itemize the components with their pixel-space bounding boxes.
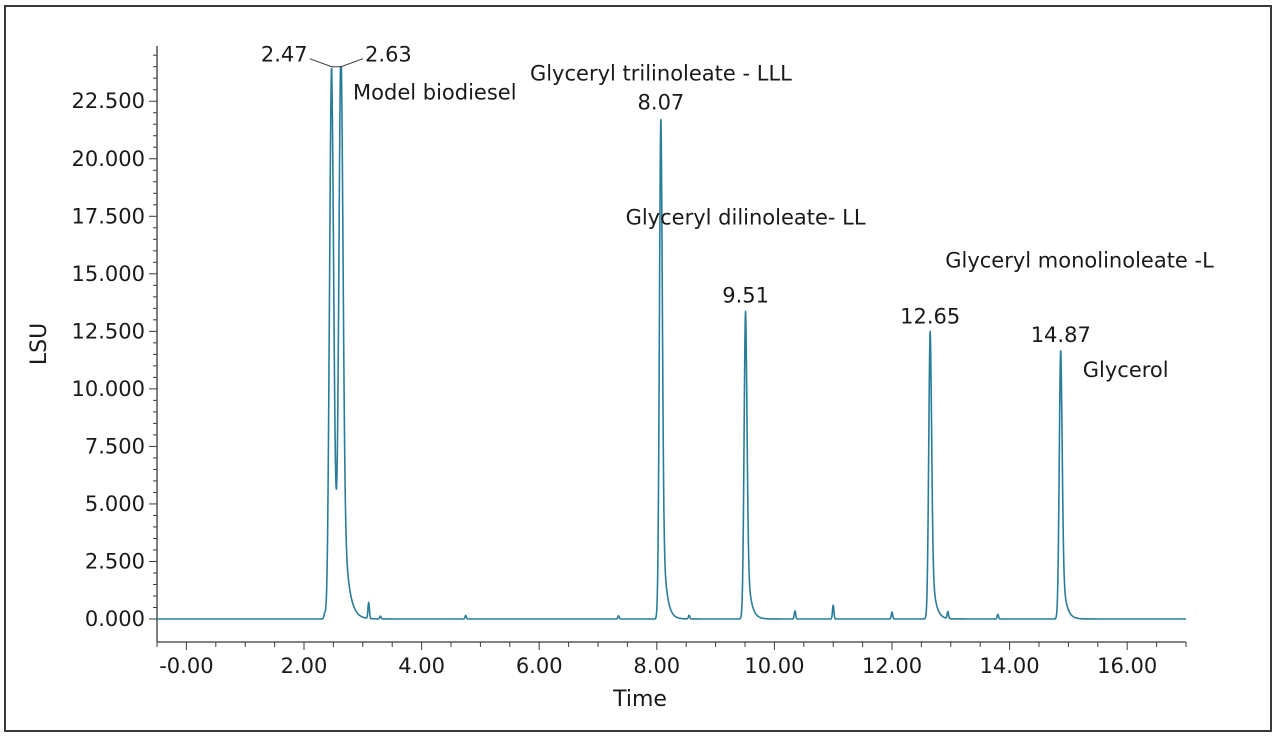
y-tick-label: 7.500 <box>85 434 145 458</box>
compound-annotation: Glyceryl dilinoleate- LL <box>626 206 866 230</box>
compound-annotation: Model biodiesel <box>353 81 517 105</box>
x-tick-label: 2.00 <box>281 654 328 678</box>
x-tick-label: 16.00 <box>1097 654 1157 678</box>
y-tick-label: 0.000 <box>85 607 145 631</box>
x-axis-title: Time <box>612 687 667 712</box>
x-tick-label: 10.00 <box>744 654 804 678</box>
peak-label-14.87: 14.87 <box>1031 323 1091 347</box>
x-tick-label: 14.00 <box>980 654 1040 678</box>
x-axis: -0.00 2.00 4.00 6.00 8.00 10.00 12.00 14.00 16.0… <box>156 641 1187 678</box>
y-tick-label: 17.500 <box>72 204 145 228</box>
peak-bracket <box>309 58 364 68</box>
x-tick-label: 8.00 <box>633 654 680 678</box>
peak-label-12.65: 12.65 <box>900 304 960 328</box>
peak-labels: 2.47 2.63 8.07 9.51 12.65 14.87 Model biodiese… <box>261 43 1214 382</box>
y-tick-label: 5.000 <box>85 492 145 516</box>
x-tick-label: 4.00 <box>398 654 445 678</box>
peak-label-8.07: 8.07 <box>638 90 685 114</box>
y-axis-title: LSU <box>27 323 52 365</box>
y-tick-label: 12.500 <box>72 319 145 343</box>
y-tick-label: 22.500 <box>72 89 145 113</box>
x-tick-label: -0.00 <box>159 654 213 678</box>
compound-annotation: Glycerol <box>1083 358 1169 382</box>
chromatogram-trace <box>156 65 1187 620</box>
x-tick-label: 12.00 <box>862 654 922 678</box>
y-tick-label: 10.000 <box>72 377 145 401</box>
y-axis: 0.000 2.500 5.000 7.500 10.000 12.500 15.000 17… <box>72 46 158 642</box>
peak-label-2.63: 2.63 <box>365 43 412 67</box>
peak-label-9.51: 9.51 <box>722 284 769 308</box>
y-tick-label: 15.000 <box>72 262 145 286</box>
compound-annotation: Glyceryl trilinoleate - LLL <box>530 61 792 85</box>
peak-label-2.47: 2.47 <box>261 43 308 67</box>
compound-annotation: Glyceryl monolinoleate -L <box>945 248 1214 272</box>
x-tick-label: 6.00 <box>516 654 563 678</box>
y-tick-label: 20.000 <box>72 147 145 171</box>
y-tick-label: 2.500 <box>85 549 145 573</box>
